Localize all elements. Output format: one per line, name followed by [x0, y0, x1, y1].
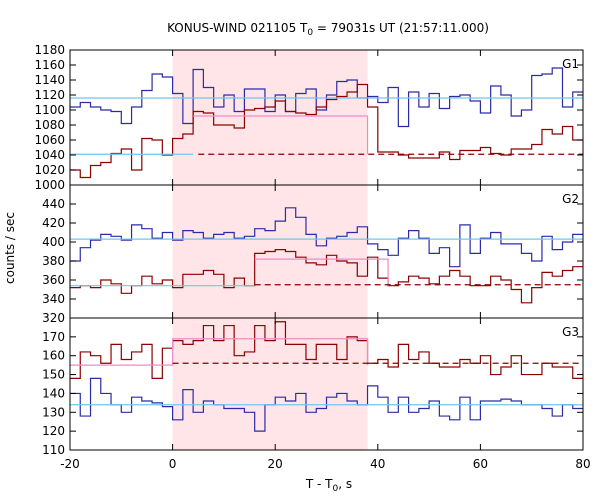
shaded-interval	[172, 50, 368, 185]
panels-layer: 1000102010401060108011001120114011601180…	[34, 43, 590, 471]
y-tick-label: 1000	[34, 178, 65, 192]
series-pink-line-line	[193, 115, 369, 155]
y-tick-label: 420	[42, 216, 65, 230]
series-red-step-line	[70, 83, 583, 179]
series-group	[70, 67, 583, 179]
y-tick-label: 380	[42, 254, 65, 268]
series-pink-line-line	[70, 338, 369, 366]
x-tick-label: 0	[169, 457, 177, 471]
panel-g2: 320 340 360 380 400 420 440 G2	[42, 184, 584, 325]
y-tick-label: 130	[42, 405, 65, 419]
shaded-interval	[172, 318, 368, 450]
series-blue-step-line	[70, 67, 583, 128]
y-tick-label: 1080	[34, 118, 65, 132]
x-tick-label: 20	[268, 457, 283, 471]
y-tick-label: 1040	[34, 148, 65, 162]
y-tick-label: 160	[42, 349, 65, 363]
series-blue-step-line	[70, 207, 583, 268]
y-axis-label: counts / sec	[3, 212, 17, 284]
y-tick-label: 1060	[34, 133, 65, 147]
y-tick-label: 150	[42, 368, 65, 382]
y-tick-label: 170	[42, 330, 65, 344]
y-tick-label: 1100	[34, 103, 65, 117]
y-tick-label: 340	[42, 292, 65, 306]
series-group	[70, 321, 583, 432]
y-tick-label: 400	[42, 235, 65, 249]
x-tick-label: -20	[60, 457, 80, 471]
y-tick-label: 1160	[34, 58, 65, 72]
panel-label: G1	[562, 57, 579, 71]
y-tick-label: 140	[42, 386, 65, 400]
x-tick-label: 60	[473, 457, 488, 471]
series-blue-step-line	[70, 377, 583, 432]
y-tick-label: 320	[42, 311, 65, 325]
x-tick-label: 80	[575, 457, 590, 471]
x-tick-label: 40	[370, 457, 385, 471]
panel-label: G3	[562, 325, 579, 339]
panel-frame	[69, 317, 584, 451]
y-tick-label: 1020	[34, 163, 65, 177]
series-red-step-line	[70, 321, 583, 379]
series-red-step-line	[70, 249, 583, 304]
y-tick-label: 440	[42, 197, 65, 211]
y-tick-label: 360	[42, 273, 65, 287]
panel-g1: 1000102010401060108011001120114011601180…	[34, 43, 584, 192]
series-pink-line-line	[254, 258, 389, 286]
y-tick-label: 1120	[34, 88, 65, 102]
panel-label: G2	[562, 192, 579, 206]
y-tick-label: 1180	[34, 43, 65, 57]
y-tick-label: 1140	[34, 73, 65, 87]
y-tick-label: 110	[42, 443, 65, 457]
chart-title: KONUS-WIND 021105 T0 = 79031s UT (21:57:…	[167, 21, 489, 38]
panel-g3: 110 120 130 140 150 160 170 G3	[42, 317, 584, 457]
y-tick-label: 120	[42, 424, 65, 438]
x-axis-label: T - T0, s	[305, 477, 352, 494]
series-group	[70, 207, 583, 304]
